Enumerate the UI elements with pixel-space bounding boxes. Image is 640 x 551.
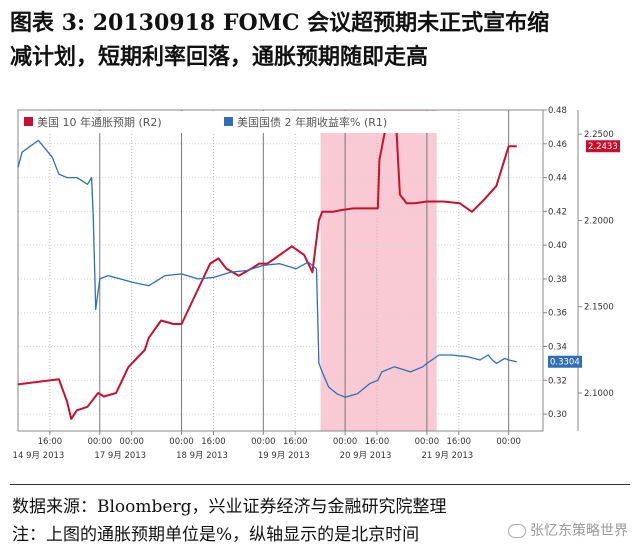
watermark-text: 张忆东策略世界	[530, 523, 628, 539]
right-axis-2-tick-label: 2.1000	[584, 389, 614, 399]
x-tick-label: 16:00	[38, 437, 63, 447]
last-value-label-1: 2.2433	[588, 142, 618, 152]
chart: 0.30 0.32 0.34 0.36 0.38 0.40 0.42 0.44 0.46 0.48…	[13, 106, 620, 461]
x-tick-label: 16:00	[201, 437, 226, 447]
last-value-tag-1	[586, 140, 620, 153]
right-axis-1-tick-label: 0.48	[548, 106, 567, 116]
x-tick-label: 00:00	[415, 437, 440, 447]
x-tick-label: 16:00	[447, 437, 472, 447]
x-tick-label: 16:00	[283, 437, 308, 447]
plot-frame	[17, 109, 544, 432]
x-date-label: 17 9月 2013	[94, 451, 146, 461]
series-line-1	[17, 115, 517, 420]
right-axis-2-tick-label: 2.2500	[584, 130, 614, 140]
legend-label-2: 美国国债 2 年期收益率% (R1)	[237, 115, 387, 129]
x-date-label: 18 9月 2013	[176, 451, 228, 461]
right-axis-1-tick-label: 0.44	[548, 174, 567, 184]
right-axis-1-tick-label: 0.32	[548, 376, 567, 386]
x-date-label: 20 9月 2013	[340, 451, 392, 461]
right-axis-2-tick-label: 2.1500	[584, 303, 614, 313]
x-date-label: 14 9月 2013	[13, 451, 65, 461]
x-tick-label: 00:00	[251, 437, 276, 447]
last-value-label-2: 0.3304	[550, 358, 580, 368]
units-note: 注：上图的通胀预期单位是%，纵轴显示的是北京时间	[12, 525, 420, 545]
source-note: 数据来源：Bloomberg，兴业证券经济与金融研究院整理	[12, 497, 447, 517]
last-value-tag-2	[548, 355, 582, 368]
x-tick-label: 16:00	[365, 437, 390, 447]
figure-title: 图表 3: 20130918 FOMC 会议超预期未正式宣布缩 减计划，短期利率…	[10, 6, 630, 74]
x-tick-label: 00:00	[88, 437, 113, 447]
x-tick-label: 00:00	[119, 437, 144, 447]
x-date-label: 21 9月 2013	[421, 451, 473, 461]
right-axis-1-tick-label: 0.34	[548, 343, 567, 353]
footer-rule	[10, 484, 630, 485]
wechat-icon	[508, 524, 526, 538]
series-line-2	[17, 139, 517, 398]
right-axis-1-tick-label: 0.40	[548, 241, 567, 251]
legend-swatch-2	[224, 117, 233, 126]
highlight-band	[320, 110, 437, 431]
x-tick-label: 00:00	[169, 437, 194, 447]
watermark: 张忆东策略世界	[508, 520, 628, 540]
x-tick-label: 00:00	[496, 437, 521, 447]
figure-title-line-1: 图表 3: 20130918 FOMC 会议超预期未正式宣布缩	[10, 10, 550, 36]
right-axis-2-tick-label: 2.2000	[584, 216, 614, 226]
figure-title-line-2: 减计划，短期利率回落，通胀预期随即走高	[10, 44, 429, 70]
right-axis-1-tick-label: 0.30	[548, 410, 567, 420]
legend-swatch-1	[24, 117, 33, 126]
right-axis-1-tick-label: 0.38	[548, 275, 567, 285]
right-axis-1-tick-label: 0.42	[548, 207, 567, 217]
right-axis-1-tick-label: 0.36	[548, 309, 567, 319]
legend-label-1: 美国 10 年通胀预期 (R2)	[37, 115, 162, 129]
right-axis-1-tick-label: 0.46	[548, 140, 567, 150]
x-tick-label: 00:00	[333, 437, 358, 447]
x-date-label: 19 9月 2013	[258, 451, 310, 461]
